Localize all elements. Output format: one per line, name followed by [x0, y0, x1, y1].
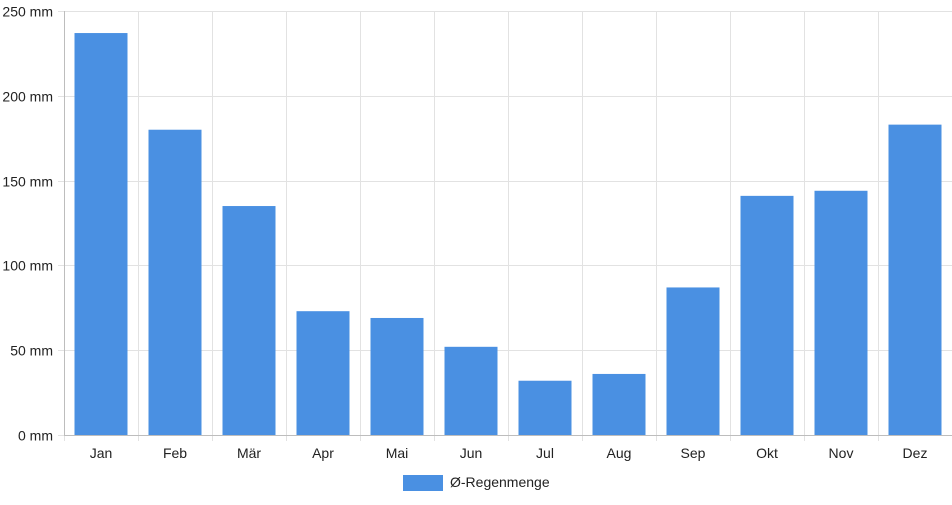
x-tick-label: Sep [681, 445, 706, 461]
bar-jun[interactable] [444, 346, 498, 435]
y-tick-label: 200 mm [2, 89, 53, 105]
bar-dez[interactable] [888, 124, 942, 435]
bars-layer [74, 33, 942, 435]
x-tick-label: Nov [829, 445, 854, 461]
y-tick-label: 150 mm [2, 174, 53, 190]
x-tick-label: Dez [903, 445, 928, 461]
bar-nov[interactable] [814, 190, 868, 435]
y-tick-label: 250 mm [2, 4, 53, 20]
bar-okt[interactable] [740, 195, 794, 435]
x-tick-label: Apr [312, 445, 334, 461]
bar-mai[interactable] [370, 317, 424, 435]
y-tick-label: 0 mm [18, 428, 53, 444]
x-tick-label: Jan [90, 445, 113, 461]
bar-jan[interactable] [74, 33, 128, 435]
x-tick-label: Okt [756, 445, 778, 461]
axis-layer: 0 mm 50 mm 100 mm 150 mm 200 mm 250 mm Jan Feb M… [2, 4, 952, 461]
bar-mär[interactable] [222, 206, 276, 435]
legend-swatch[interactable] [403, 475, 443, 491]
x-tick-label: Aug [607, 445, 632, 461]
x-tick-label: Mai [386, 445, 409, 461]
legend-label[interactable]: Ø-Regenmenge [450, 474, 550, 490]
bar-apr[interactable] [296, 311, 350, 435]
bar-sep[interactable] [666, 287, 720, 435]
x-tick-label: Feb [163, 445, 187, 461]
grid-layer [58, 11, 952, 441]
bar-jul[interactable] [518, 380, 572, 435]
x-tick-label: Jun [460, 445, 483, 461]
y-tick-label: 50 mm [10, 343, 53, 359]
x-tick-label: Mär [237, 445, 261, 461]
x-tick-label: Jul [536, 445, 554, 461]
bar-aug[interactable] [592, 373, 646, 435]
bar-feb[interactable] [148, 129, 202, 435]
y-tick-label: 100 mm [2, 258, 53, 274]
legend[interactable]: Ø-Regenmenge [403, 474, 550, 491]
